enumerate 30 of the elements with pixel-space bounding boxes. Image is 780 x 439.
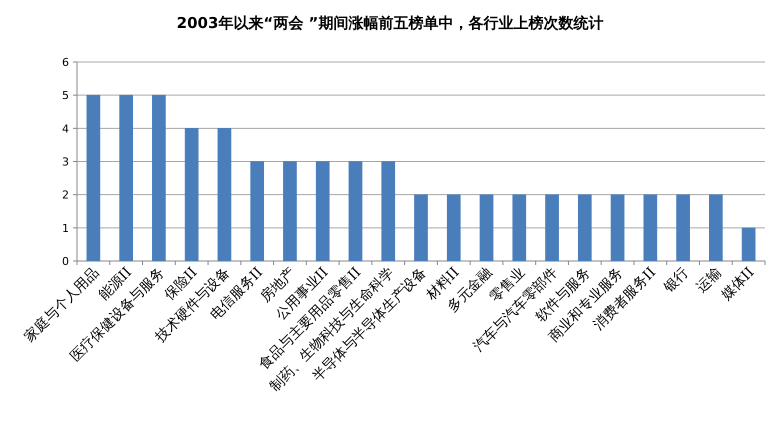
bar — [676, 194, 690, 262]
bar — [512, 194, 526, 262]
bar — [545, 194, 559, 262]
bar — [643, 194, 658, 262]
x-tick-label: 银行 — [660, 264, 692, 296]
y-tick-label: 6 — [62, 56, 69, 69]
bar — [414, 194, 428, 262]
bar — [119, 94, 133, 262]
bar — [250, 161, 264, 262]
bar — [610, 194, 624, 262]
bar — [184, 128, 199, 262]
bar — [348, 161, 362, 262]
y-tick-label: 4 — [62, 122, 69, 136]
bar — [86, 94, 100, 262]
y-tick-label: 0 — [62, 255, 69, 268]
bar — [709, 194, 723, 262]
chart-title: 2003年以来“两会 ”期间涨幅前五榜单中，各行业上榜次数统计 — [176, 14, 604, 32]
bar — [381, 161, 396, 262]
y-tick-label: 5 — [62, 89, 69, 102]
y-tick-label: 3 — [62, 156, 69, 168]
bar — [446, 194, 461, 262]
bar — [480, 194, 494, 262]
bar — [152, 94, 166, 262]
bar — [218, 128, 232, 262]
bar — [283, 161, 297, 262]
y-tick-label: 1 — [62, 222, 69, 235]
bar — [578, 194, 592, 262]
y-tick-label: 2 — [62, 188, 69, 202]
bar — [742, 228, 756, 262]
bar — [316, 161, 330, 262]
